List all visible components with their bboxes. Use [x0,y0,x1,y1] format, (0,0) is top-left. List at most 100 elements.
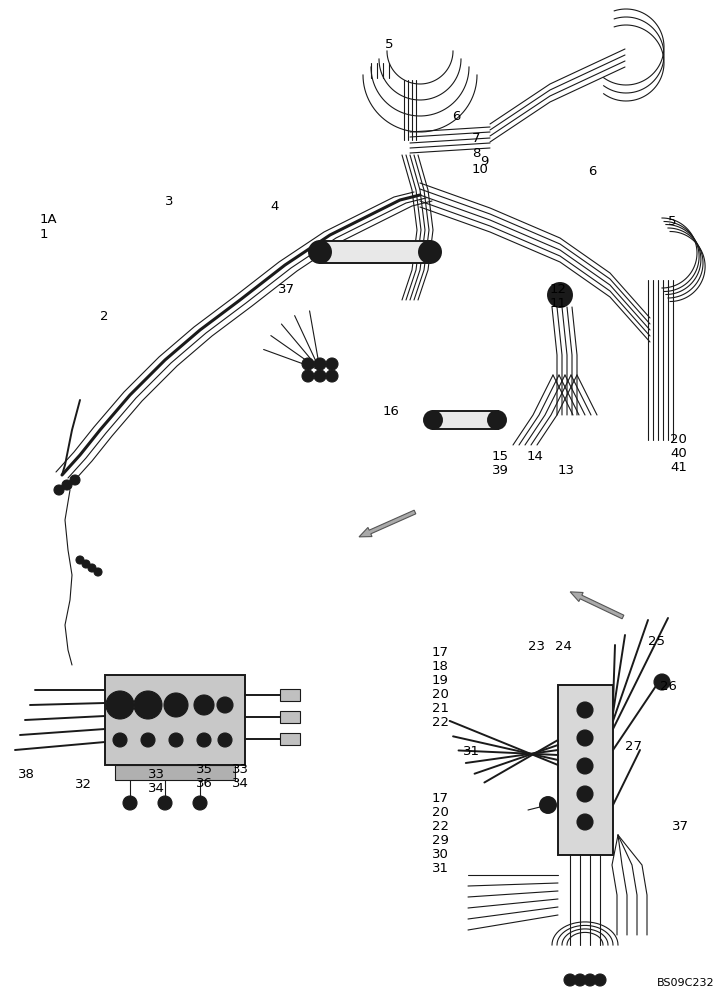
Text: 37: 37 [278,283,295,296]
Circle shape [164,693,188,717]
Circle shape [554,289,566,301]
Text: 17: 17 [432,646,449,659]
Text: 34: 34 [148,782,165,795]
Circle shape [197,733,211,747]
Text: 10: 10 [472,163,489,176]
Text: 8: 8 [472,147,481,160]
Circle shape [88,564,96,572]
Circle shape [302,370,314,382]
Text: 20: 20 [670,433,687,446]
Text: 33: 33 [148,768,165,781]
Text: 26: 26 [660,680,677,693]
Text: 1A: 1A [40,213,58,226]
Circle shape [218,733,232,747]
Circle shape [577,758,593,774]
Text: 22: 22 [432,716,449,729]
Circle shape [82,560,90,568]
Text: 20: 20 [432,688,449,701]
Text: 23: 23 [528,640,545,653]
Circle shape [581,762,589,770]
Text: 4: 4 [270,200,278,213]
Circle shape [221,701,229,709]
Text: 17: 17 [432,792,449,805]
Text: 13: 13 [558,464,575,477]
Text: 35: 35 [196,763,213,776]
Circle shape [574,974,586,986]
Bar [433,411,498,429]
Circle shape [581,734,589,742]
Circle shape [70,475,80,485]
Text: 32: 32 [75,778,92,791]
Circle shape [309,241,331,263]
Circle shape [193,796,207,810]
Circle shape [577,730,593,746]
Circle shape [326,370,338,382]
Text: 40: 40 [670,447,687,460]
Circle shape [217,697,233,713]
FancyArrow shape [359,510,416,537]
FancyArrow shape [571,592,624,619]
Circle shape [302,358,314,370]
Text: 33: 33 [232,763,249,776]
Circle shape [113,733,127,747]
Bar [105,675,245,765]
Text: 34: 34 [232,777,249,790]
Bar [558,685,613,855]
Text: 19: 19 [432,674,449,687]
Text: 37: 37 [672,820,689,833]
Circle shape [123,796,137,810]
Text: 5: 5 [668,215,676,228]
Text: 16: 16 [383,405,400,418]
Bar [115,765,235,780]
Circle shape [141,733,155,747]
Text: 24: 24 [555,640,572,653]
Bar [280,689,300,701]
Circle shape [488,411,506,429]
Circle shape [106,691,134,719]
Circle shape [158,796,172,810]
Circle shape [594,974,606,986]
Circle shape [141,698,155,712]
Text: 39: 39 [492,464,509,477]
Text: 41: 41 [670,461,687,474]
Circle shape [419,241,441,263]
Circle shape [540,797,556,813]
Text: 6: 6 [452,110,460,123]
Circle shape [314,358,326,370]
Text: 1: 1 [40,228,49,241]
Text: 38: 38 [18,768,35,781]
Text: 25: 25 [648,635,665,648]
Text: 11: 11 [550,297,567,310]
Circle shape [581,706,589,714]
Text: 6: 6 [588,165,597,178]
Text: 7: 7 [472,132,481,145]
Circle shape [94,568,102,576]
Text: 30: 30 [432,848,449,861]
Text: 21: 21 [432,702,449,715]
Circle shape [581,790,589,798]
Circle shape [169,733,183,747]
Circle shape [424,411,442,429]
Bar [280,733,300,745]
Circle shape [76,556,84,564]
Circle shape [564,974,576,986]
Text: BS09C232: BS09C232 [657,978,714,988]
Text: 2: 2 [100,310,109,323]
Text: 3: 3 [165,195,174,208]
Text: 31: 31 [432,862,449,875]
Text: 22: 22 [432,820,449,833]
Circle shape [584,974,596,986]
Circle shape [577,814,593,830]
Text: 27: 27 [625,740,642,753]
Text: 9: 9 [480,155,489,168]
Text: 29: 29 [432,834,449,847]
Text: 20: 20 [432,806,449,819]
Text: 12: 12 [550,283,567,296]
Text: 14: 14 [527,450,544,463]
Circle shape [194,695,214,715]
Circle shape [54,485,64,495]
Circle shape [577,702,593,718]
Circle shape [326,358,338,370]
Circle shape [654,674,670,690]
Text: 15: 15 [492,450,509,463]
